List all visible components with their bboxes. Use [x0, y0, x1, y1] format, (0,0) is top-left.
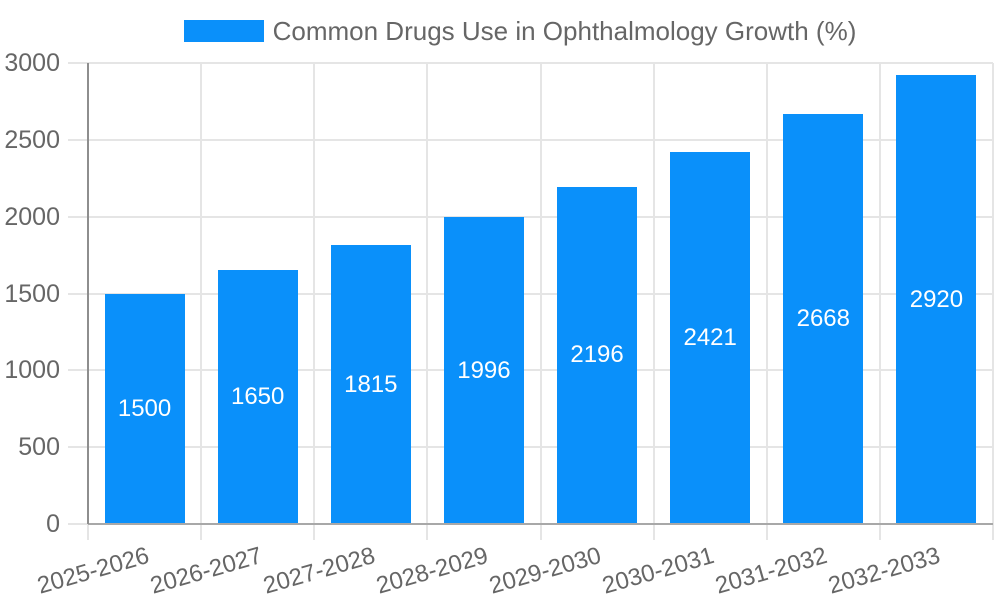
bar[interactable]: 1815	[330, 245, 411, 524]
y-gridline	[68, 62, 993, 64]
y-axis-line	[87, 63, 89, 524]
bar[interactable]: 2668	[783, 114, 864, 524]
bar-value-label: 2920	[909, 285, 964, 313]
bar-value-label: 2668	[796, 305, 850, 333]
x-gridline	[426, 63, 429, 540]
bar[interactable]: 1500	[104, 293, 185, 524]
plot-area: 0 500 1000 1500 2000 2500 3000 1500 1650 1815 1996…	[4, 51, 994, 600]
legend-label: Common Drugs Use in Ophthalmology Growth…	[272, 16, 857, 46]
bar[interactable]: 1650	[217, 270, 298, 524]
x-gridline	[313, 63, 316, 540]
legend-item[interactable]: Common Drugs Use in Ophthalmology Growth…	[20, 18, 1000, 44]
bar-value-label: 1996	[457, 356, 511, 384]
bar[interactable]: 1996	[443, 217, 524, 524]
y-tick-label: 1500	[4, 279, 60, 308]
bar-value-label: 1650	[230, 383, 285, 411]
y-tick-label: 2000	[4, 202, 60, 231]
legend-swatch	[183, 20, 264, 42]
y-tick-label: 1000	[4, 356, 60, 385]
x-gridline	[652, 63, 655, 540]
x-axis-line	[88, 523, 993, 525]
y-gridline	[68, 138, 993, 141]
y-gridline	[68, 215, 993, 218]
y-gridline	[68, 446, 993, 449]
y-tick-label: 2500	[4, 125, 60, 154]
x-gridline	[200, 63, 203, 540]
bar-value-label: 1815	[344, 370, 398, 398]
bar-value-label: 2421	[683, 323, 737, 351]
bar[interactable]: 2421	[670, 151, 751, 524]
bar[interactable]: 2196	[557, 186, 638, 524]
x-gridline	[765, 63, 768, 540]
x-gridline	[992, 63, 994, 540]
y-tick-label: 3000	[4, 49, 60, 77]
bar-value-label: 2196	[570, 341, 624, 369]
y-gridline	[68, 292, 993, 295]
bar[interactable]: 2920	[896, 75, 977, 524]
y-tick-label: 500	[18, 433, 60, 462]
bar-value-label: 1500	[117, 394, 172, 422]
y-tick-label: 0	[46, 510, 60, 538]
x-gridline	[539, 63, 542, 540]
x-gridline	[878, 63, 881, 540]
y-gridline	[68, 369, 993, 372]
